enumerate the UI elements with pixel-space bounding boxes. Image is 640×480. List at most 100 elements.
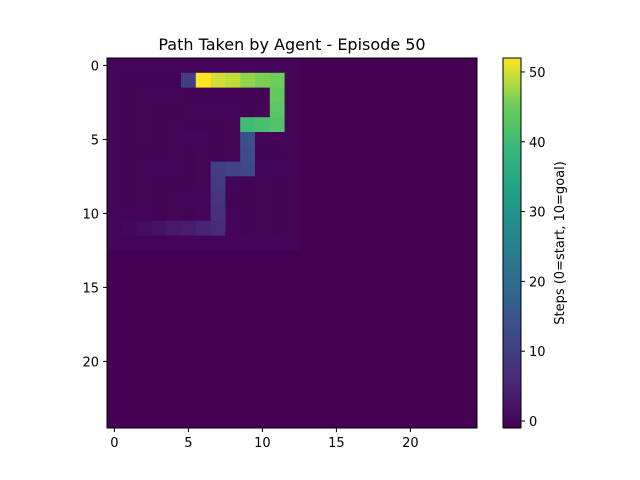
heatmap-cell [107,146,123,162]
heatmap-cell [358,161,374,177]
heatmap-cell [107,339,123,355]
heatmap-cell [314,235,330,251]
heatmap-cell [373,324,389,340]
heatmap-cell [269,368,285,384]
heatmap-cell [329,309,345,325]
heatmap-cell [403,191,419,207]
heatmap-cell [462,146,478,162]
heatmap-cell [358,235,374,251]
heatmap-cell [269,324,285,340]
heatmap-cell [343,339,359,355]
heatmap-cell [166,132,182,148]
heatmap-cell [269,220,285,236]
heatmap-cell [329,413,345,429]
colorbar-ticks: 0 10 20 30 40 50 [521,66,546,430]
x-tick-label: 15 [328,436,345,451]
heatmap-cell [447,176,463,192]
heatmap-cell [255,383,271,399]
heatmap-cell [417,191,433,207]
heatmap-cell [210,339,226,355]
heatmap-cell [166,102,182,118]
heatmap-cell [210,72,226,88]
heatmap-cell [388,58,404,74]
heatmap-cell [136,294,152,310]
heatmap-cell [388,383,404,399]
heatmap-cell [299,265,315,281]
heatmap-cell [403,176,419,192]
heatmap-cell [462,87,478,103]
heatmap-cell [240,413,256,429]
heatmap-cell [373,265,389,281]
heatmap-cell [195,191,211,207]
heatmap-cell [447,398,463,414]
heatmap-cell [299,398,315,414]
heatmap-cell [151,368,167,384]
heatmap-cell [432,339,448,355]
heatmap-cell [195,117,211,133]
heatmap-cell [403,102,419,118]
heatmap-cell [284,383,300,399]
heatmap-cell [136,368,152,384]
heatmap-cell [107,324,123,340]
heatmap-cell [255,250,271,266]
heatmap-cell [225,176,241,192]
heatmap-cell [195,339,211,355]
heatmap-cell [358,294,374,310]
heatmap-cell [151,146,167,162]
heatmap-cell [136,146,152,162]
heatmap-cell [314,191,330,207]
heatmap-cell [121,309,137,325]
heatmap-cell [166,280,182,296]
heatmap-cell [417,87,433,103]
heatmap-cell [403,87,419,103]
heatmap-cell [417,383,433,399]
heatmap-cell [373,220,389,236]
heatmap-cell [462,265,478,281]
heatmap-cell [358,191,374,207]
heatmap-cell [329,191,345,207]
heatmap-cell [181,383,197,399]
heatmap-cell [299,280,315,296]
heatmap-cell [255,161,271,177]
heatmap-cell [107,206,123,222]
heatmap-cell [151,206,167,222]
heatmap-cell [121,235,137,251]
heatmap-cell [373,161,389,177]
heatmap-cell [329,398,345,414]
heatmap-cell [166,235,182,251]
heatmap-cell [195,294,211,310]
heatmap-cell [151,176,167,192]
heatmap-cell [462,132,478,148]
heatmap-cell [403,354,419,370]
heatmap-cell [210,354,226,370]
y-tick-label: 0 [91,59,99,74]
heatmap-cell [210,324,226,340]
heatmap-cell [166,354,182,370]
heatmap-cell [373,235,389,251]
heatmap-cell [225,280,241,296]
heatmap-cell [373,87,389,103]
heatmap-cell [151,398,167,414]
heatmap-cell [151,191,167,207]
heatmap-cell [447,72,463,88]
heatmap-cell [299,324,315,340]
heatmap-cell [462,250,478,266]
heatmap-cell [269,309,285,325]
heatmap-cell [166,383,182,399]
heatmap-cell [432,132,448,148]
heatmap-cell [225,72,241,88]
heatmap-cell [255,220,271,236]
heatmap-cell [225,87,241,103]
heatmap-cell [240,354,256,370]
heatmap-cell [195,102,211,118]
heatmap-cell [121,250,137,266]
heatmap-cell [432,117,448,133]
heatmap-cell [151,413,167,429]
heatmap-cell [343,146,359,162]
heatmap-cell [240,368,256,384]
heatmap-cell [299,383,315,399]
heatmap-cell [136,72,152,88]
heatmap-cell [343,383,359,399]
heatmap-cell [358,250,374,266]
